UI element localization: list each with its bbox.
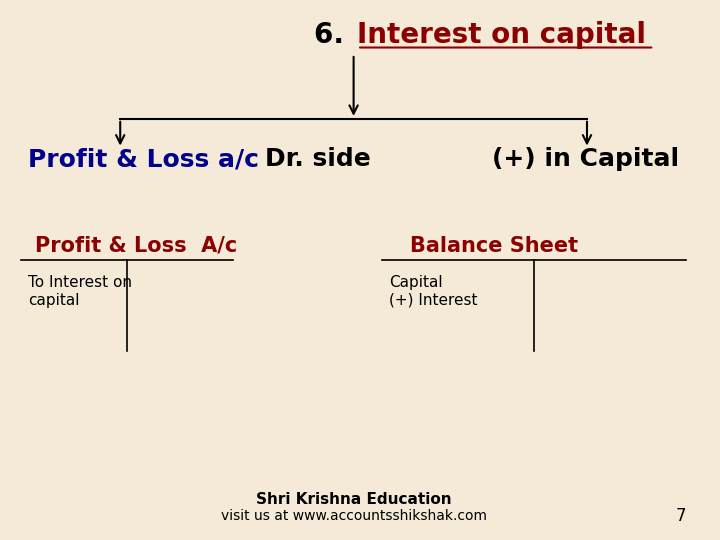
Text: visit us at www.accountsshikshak.com: visit us at www.accountsshikshak.com: [220, 509, 487, 523]
Text: Interest on capital: Interest on capital: [357, 21, 646, 49]
Text: Dr. side: Dr. side: [265, 147, 371, 171]
Text: (+) in Capital: (+) in Capital: [492, 147, 679, 171]
Text: 6.: 6.: [314, 21, 354, 49]
Text: Profit & Loss a/c: Profit & Loss a/c: [28, 147, 268, 171]
Text: Profit & Loss  A/c: Profit & Loss A/c: [35, 235, 238, 256]
Text: Balance Sheet: Balance Sheet: [410, 235, 578, 256]
Text: Shri Krishna Education: Shri Krishna Education: [256, 492, 451, 507]
Text: To Interest on
capital: To Interest on capital: [28, 275, 132, 308]
Text: Capital
(+) Interest: Capital (+) Interest: [389, 275, 477, 308]
Text: 7: 7: [675, 507, 686, 525]
